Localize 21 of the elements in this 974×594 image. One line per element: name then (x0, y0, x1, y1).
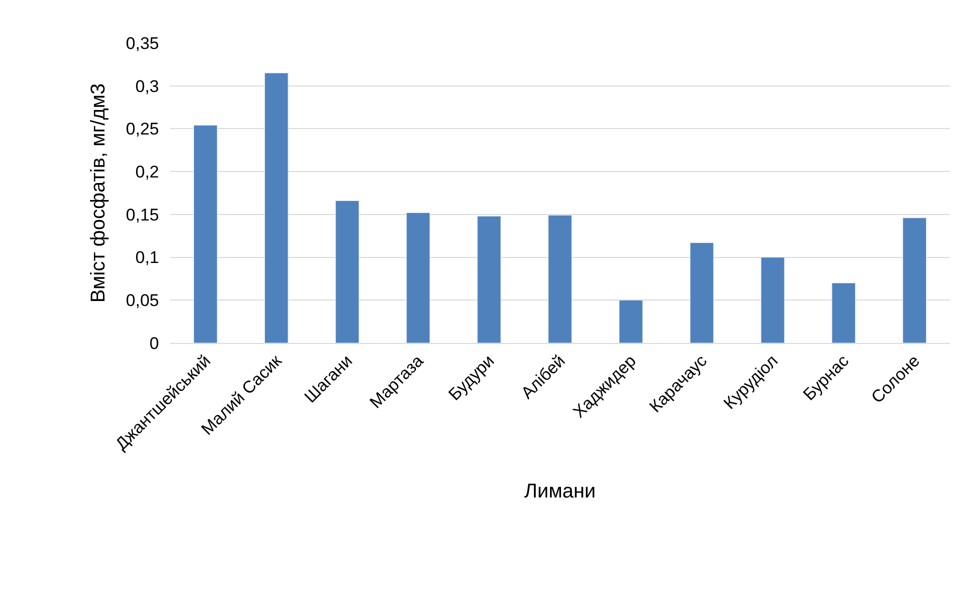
bar (548, 215, 572, 343)
x-axis-title: Лимани (524, 480, 596, 502)
bar (194, 125, 218, 343)
y-tick-label: 0,35 (126, 34, 159, 53)
y-tick-label: 0 (150, 334, 159, 353)
bar (902, 218, 926, 343)
bar (264, 72, 288, 343)
y-tick-label: 0,05 (126, 291, 159, 310)
y-tick-label: 0,1 (135, 248, 159, 268)
y-axis-title: Вміст фосфатів, мг/дм3 (87, 83, 110, 303)
y-tick-label: 0,15 (126, 205, 159, 224)
bar (406, 212, 430, 343)
bar (690, 242, 714, 343)
y-tick-label: 0,3 (135, 76, 159, 96)
y-tick-label: 0,25 (126, 120, 159, 139)
bar (618, 300, 643, 343)
bar (477, 216, 502, 343)
y-tick-label: 0,2 (135, 162, 159, 182)
bar (760, 257, 785, 343)
bar (335, 200, 360, 343)
bar (832, 282, 856, 343)
